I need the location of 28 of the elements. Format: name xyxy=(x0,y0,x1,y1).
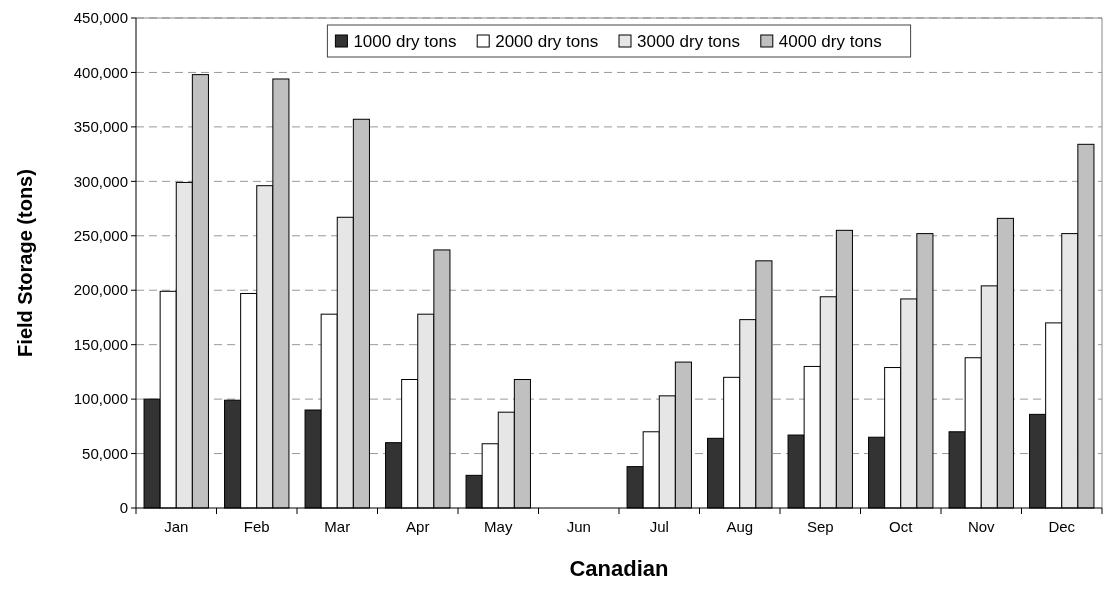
y-tick-label: 450,000 xyxy=(73,9,128,27)
x-tick-label: Mar xyxy=(324,518,351,535)
y-tick-label: 200,000 xyxy=(73,281,128,299)
x-tick-label: Aug xyxy=(726,518,754,535)
x-tick-label: Apr xyxy=(406,518,430,535)
y-tick-label: 250,000 xyxy=(73,227,128,245)
x-tick-label: Feb xyxy=(243,518,270,535)
y-axis-title: Field Storage (tons) xyxy=(14,169,36,357)
legend-label: 3000 dry tons xyxy=(637,31,741,51)
x-axis-title: Canadian xyxy=(569,556,669,581)
x-tick-label: Oct xyxy=(889,518,914,535)
y-tick-label: 0 xyxy=(119,499,128,517)
y-tick-label: 150,000 xyxy=(73,335,128,353)
y-tick-label: 50,000 xyxy=(82,444,128,462)
legend-label: 1000 dry tons xyxy=(353,31,457,51)
y-tick-label: 350,000 xyxy=(73,118,128,136)
y-tick-label: 400,000 xyxy=(73,63,128,81)
y-tick-label: 300,000 xyxy=(73,172,128,190)
y-tick-label: 100,000 xyxy=(73,390,128,408)
x-tick-label: Jun xyxy=(566,518,591,535)
x-tick-label: Nov xyxy=(967,518,996,535)
legend-label: 4000 dry tons xyxy=(778,31,882,51)
x-tick-label: Sep xyxy=(806,518,834,535)
x-tick-label: May xyxy=(484,518,513,535)
x-tick-label: Dec xyxy=(1048,518,1076,535)
legend-label: 2000 dry tons xyxy=(495,31,599,51)
x-tick-label: Jan xyxy=(164,518,189,535)
x-tick-label: Jul xyxy=(649,518,669,535)
